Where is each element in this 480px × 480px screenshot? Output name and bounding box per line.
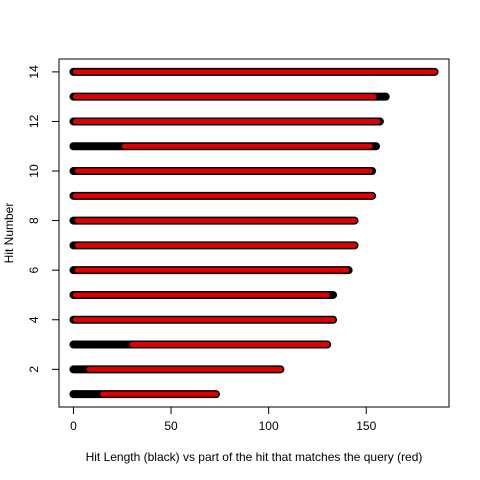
y-axis-title: Hit Number (2, 203, 16, 264)
y-axis: 2 4 6 8 10 12 14 (27, 65, 60, 373)
x-axis-title: Hit Length (black) vs part of the hit th… (86, 450, 423, 464)
y-tick-label: 10 (27, 164, 41, 178)
y-tick-label: 4 (27, 316, 41, 323)
y-tick-label: 14 (27, 65, 41, 79)
y-tick-label: 8 (27, 217, 41, 224)
x-tick-label: 50 (164, 419, 178, 433)
x-tick-label: 100 (259, 419, 279, 433)
bars-layer (69, 67, 439, 399)
y-tick-label: 6 (27, 267, 41, 274)
x-tick-label: 150 (356, 419, 376, 433)
y-tick-label: 2 (27, 366, 41, 373)
x-axis: 0 50 100 150 (70, 406, 377, 433)
x-tick-label: 0 (70, 419, 77, 433)
y-tick-label: 12 (27, 114, 41, 128)
